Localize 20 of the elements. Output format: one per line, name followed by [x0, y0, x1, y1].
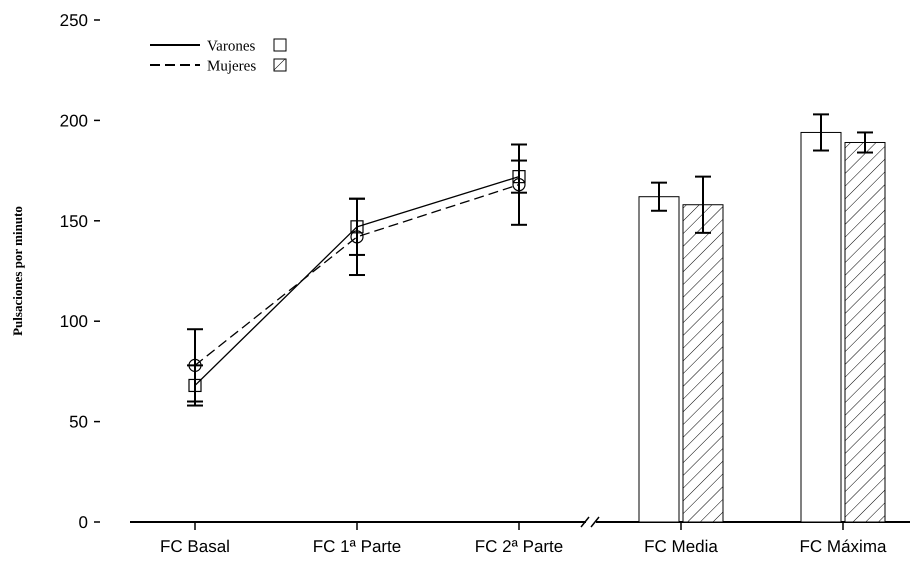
- x-tick-label: FC Basal: [160, 537, 230, 556]
- point: [188, 378, 202, 392]
- x-tick-label: FC Máxima: [800, 537, 887, 556]
- point: [350, 220, 364, 234]
- y-tick-label: 250: [60, 10, 88, 30]
- x-tick-label: FC Media: [644, 537, 718, 556]
- x-tick-label: FC 2ª Parte: [474, 537, 564, 556]
- y-tick-label: 200: [60, 111, 88, 130]
- point: [188, 358, 202, 372]
- y-tick-label: 100: [60, 312, 88, 332]
- y-axis-title: Pulsaciones por minuto: [10, 206, 25, 336]
- y-tick-label: 150: [60, 212, 88, 231]
- y-tick-label: 50: [69, 412, 88, 432]
- point: [512, 170, 526, 184]
- point: [350, 230, 364, 244]
- legend-label: Mujeres: [207, 58, 256, 74]
- x-tick-label: FC 1ª Parte: [312, 537, 402, 556]
- point: [512, 178, 526, 192]
- y-tick-label: 0: [78, 512, 88, 532]
- legend-label: Varones: [207, 38, 256, 54]
